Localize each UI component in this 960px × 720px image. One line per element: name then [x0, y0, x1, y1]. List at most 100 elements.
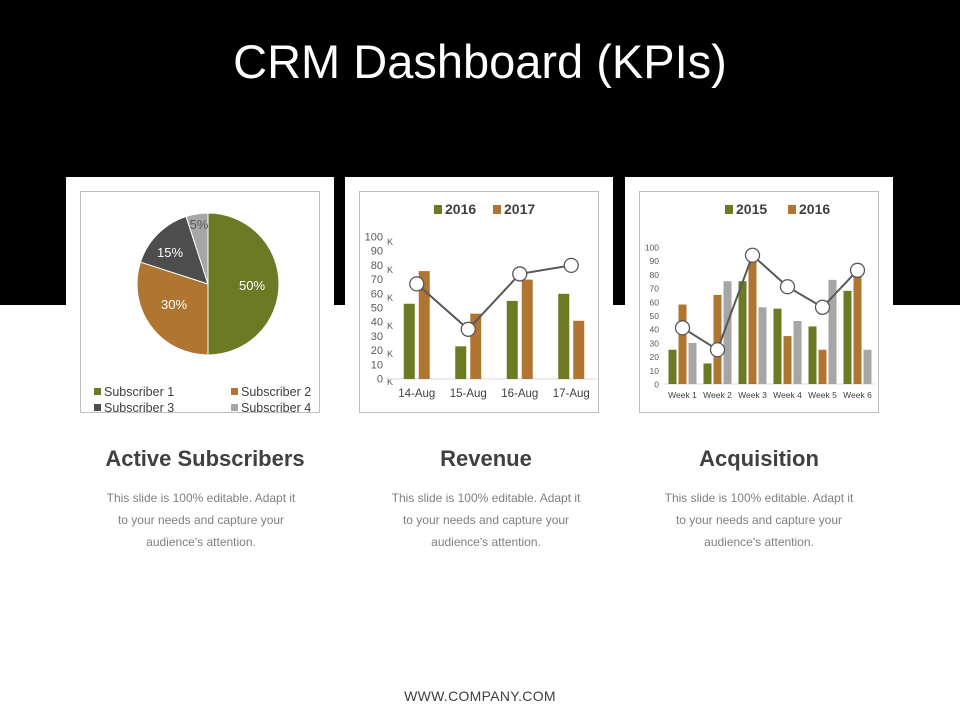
- description-line: This slide is 100% editable. Adapt it: [106, 491, 296, 505]
- pie-slice-subscriber-1: [207, 212, 280, 356]
- y-tick-label: 60: [650, 297, 660, 307]
- y-tick-label: 80: [650, 270, 660, 280]
- section-title-revenue: Revenue: [440, 446, 532, 471]
- y-unit-label: K: [387, 293, 393, 303]
- bar-2016-week-4: [783, 336, 792, 384]
- bar-2016-week-2: [713, 294, 722, 384]
- x-tick-label: Week 4: [773, 390, 802, 400]
- trend-line-marker: [512, 266, 528, 282]
- bar-2017-16-aug: [521, 279, 533, 379]
- bar-2016-16-aug: [506, 300, 518, 379]
- x-tick-label: Week 3: [738, 390, 767, 400]
- x-tick-label: 15-Aug: [450, 388, 487, 400]
- section-description-revenue: This slide is 100% editable. Adapt it to…: [366, 487, 606, 553]
- bar-2017-15-aug: [470, 313, 482, 379]
- y-tick-label: 100: [645, 243, 659, 253]
- y-tick-label: 0: [654, 380, 659, 390]
- legend-swatch: [231, 404, 238, 411]
- x-tick-label: Week 5: [808, 390, 837, 400]
- y-tick-label: 40: [371, 317, 383, 329]
- trend-line-marker: [849, 262, 866, 278]
- y-unit-label: K: [387, 265, 393, 275]
- legend-swatch: [94, 404, 101, 411]
- trend-line: [416, 264, 572, 331]
- bar-series-3-week-4: [793, 320, 802, 384]
- pie-data-label: 50%: [239, 278, 265, 293]
- bar-2015-week-6: [843, 290, 852, 384]
- bar-2016-week-3: [748, 257, 757, 384]
- legend-swatch: [788, 205, 796, 214]
- trend-line-marker: [460, 321, 476, 337]
- y-tick-label: 60: [371, 288, 383, 300]
- active-subscribers-card: 50% 30% 15% 5% Subscriber 1 Subscriber 2 Subsc…: [66, 177, 334, 427]
- pie-slice-subscriber-4: [185, 212, 209, 285]
- y-tick-label: 20: [650, 352, 660, 362]
- pie-data-label: 5%: [190, 217, 209, 232]
- bar-2015-week-1: [668, 349, 677, 384]
- description-line: This slide is 100% editable. Adapt it: [664, 491, 854, 505]
- y-tick-label: 70: [650, 284, 660, 294]
- bar-2016-week-5: [818, 349, 827, 384]
- bar-2017-14-aug: [418, 271, 430, 379]
- active-subscribers-pie-chart: 50% 30% 15% 5% Subscriber 1 Subscriber 2 Subsc…: [94, 212, 311, 415]
- bar-2017-17-aug: [573, 320, 585, 379]
- y-tick-label: 100: [365, 232, 383, 244]
- trend-line-marker: [779, 279, 796, 295]
- y-tick-label: 70: [371, 274, 383, 286]
- bar-2015-week-4: [773, 308, 782, 384]
- y-tick-label: 10: [371, 359, 383, 371]
- legend-entry: 2016: [445, 201, 476, 217]
- trend-line-marker: [744, 247, 761, 263]
- section-description-active-subscribers: This slide is 100% editable. Adapt it to…: [81, 487, 321, 553]
- y-tick-label: 90: [371, 246, 383, 258]
- chart-frame: [80, 191, 320, 413]
- description-line: audience's attention.: [704, 535, 814, 549]
- legend-swatch: [725, 205, 733, 214]
- y-unit-label: K: [387, 377, 393, 387]
- y-tick-label: 50: [371, 303, 383, 315]
- trend-line-marker: [409, 276, 425, 292]
- x-tick-label: Week 2: [703, 390, 732, 400]
- y-tick-label: 20: [371, 345, 383, 357]
- legend-entry: 2015: [736, 201, 767, 217]
- y-tick-label: 90: [650, 256, 660, 266]
- y-unit-label: K: [387, 321, 393, 331]
- bar-2016-17-aug: [558, 293, 570, 379]
- bar-series-3-week-1: [688, 342, 697, 384]
- bar-series-3-week-6: [863, 349, 872, 384]
- description-line: to your needs and capture your: [117, 513, 285, 527]
- x-tick-label: 17-Aug: [553, 388, 590, 400]
- bar-2015-week-2: [703, 363, 712, 384]
- description-line: to your needs and capture your: [402, 513, 570, 527]
- trend-line-marker: [563, 257, 579, 274]
- bar-series-3-week-3: [758, 307, 767, 384]
- x-tick-label: Week 6: [843, 390, 872, 400]
- bar-2016-15-aug: [455, 346, 467, 379]
- section-description-acquisition: This slide is 100% editable. Adapt it to…: [639, 487, 879, 553]
- y-tick-label: 40: [650, 325, 660, 335]
- bar-series-3-week-2: [723, 281, 732, 384]
- footer-url: WWW.COMPANY.COM: [404, 688, 556, 704]
- pie-data-label: 30%: [161, 297, 187, 312]
- acquisition-card: 100 90 80 70 60 50 40 30 20 10 0 Week 1 Week 2 Week 3…: [625, 177, 893, 427]
- x-tick-label: 14-Aug: [398, 388, 435, 400]
- revenue-card: 100 90 80 70 60 50 40 30 20 10 0 K K K K K K 14-Aug 15-Aug…: [345, 177, 613, 427]
- legend-entry: 2016: [799, 201, 830, 217]
- trend-line-marker: [814, 299, 831, 315]
- legend-entry: Subscriber 4: [241, 401, 311, 415]
- y-tick-label: 0: [377, 374, 383, 386]
- section-title-acquisition: Acquisition: [699, 446, 819, 471]
- description-line: to your needs and capture your: [675, 513, 843, 527]
- chart-frame: [359, 191, 599, 413]
- bar-2016-week-1: [678, 304, 687, 384]
- y-tick-label: 30: [371, 331, 383, 343]
- y-unit-label: K: [387, 237, 393, 247]
- legend-swatch: [231, 388, 238, 395]
- bar-2016-week-6: [853, 263, 862, 384]
- bar-series-3-week-5: [828, 279, 837, 384]
- legend-entry: Subscriber 2: [241, 385, 311, 399]
- legend-entry: Subscriber 3: [104, 401, 174, 415]
- trend-line-marker: [709, 342, 726, 358]
